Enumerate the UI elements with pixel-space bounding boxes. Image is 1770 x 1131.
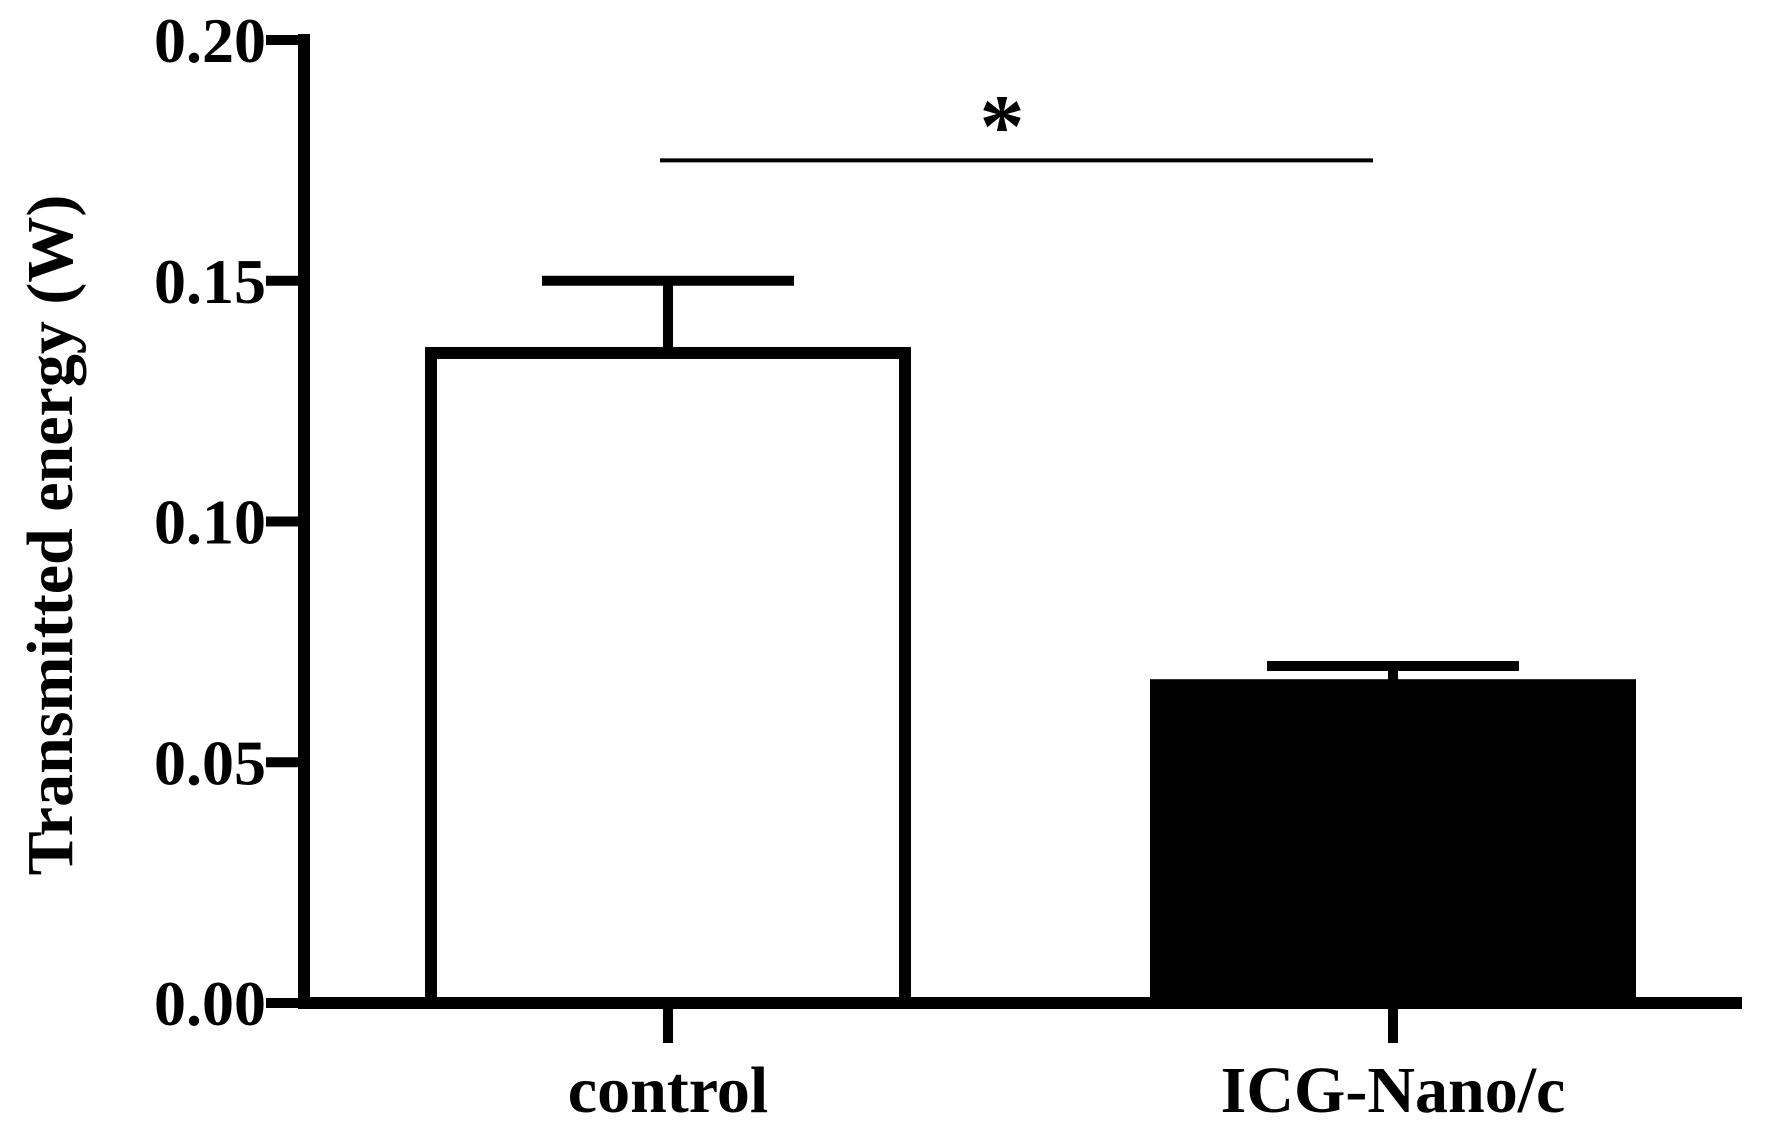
y-tick-label-4: 0.20 [154, 5, 266, 76]
category-label-2: ICG-Nano/c [1221, 1054, 1566, 1127]
y-axis-title: Transmitted energy (W) [14, 195, 87, 876]
y-tick-label-3: 0.15 [154, 246, 266, 317]
significance-marker: * [980, 77, 1025, 176]
y-tick-label-2: 0.10 [154, 487, 266, 558]
y-tick-label-0: 0.00 [154, 968, 266, 1039]
category-label-1: control [568, 1054, 768, 1127]
bar-2 [1150, 679, 1636, 1010]
bar-1 [425, 346, 911, 1010]
y-tick-label-1: 0.05 [154, 727, 266, 798]
